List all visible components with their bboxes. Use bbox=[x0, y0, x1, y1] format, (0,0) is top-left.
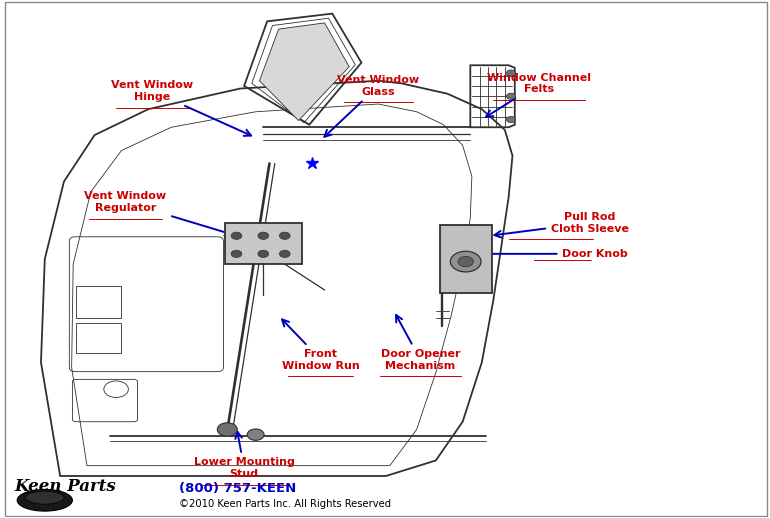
Text: Vent Window
Glass: Vent Window Glass bbox=[324, 75, 420, 137]
Circle shape bbox=[217, 423, 237, 436]
Circle shape bbox=[258, 232, 269, 239]
Text: Lower Mounting
Stud: Lower Mounting Stud bbox=[194, 432, 295, 479]
Text: Window Channel
Felts: Window Channel Felts bbox=[486, 73, 591, 117]
Text: Door Knob: Door Knob bbox=[481, 249, 628, 259]
Text: Vent Window
Regulator: Vent Window Regulator bbox=[84, 191, 232, 236]
Text: ©2010 Keen Parts Inc. All Rights Reserved: ©2010 Keen Parts Inc. All Rights Reserve… bbox=[179, 499, 391, 509]
Circle shape bbox=[231, 250, 242, 257]
Circle shape bbox=[280, 232, 290, 239]
Text: Pull Rod
Cloth Sleeve: Pull Rod Cloth Sleeve bbox=[494, 212, 629, 238]
Circle shape bbox=[247, 429, 264, 440]
FancyBboxPatch shape bbox=[440, 225, 492, 293]
Circle shape bbox=[507, 93, 516, 99]
Text: Front
Window Run: Front Window Run bbox=[282, 320, 360, 370]
Text: Vent Window
Hinge: Vent Window Hinge bbox=[111, 80, 251, 136]
Ellipse shape bbox=[17, 490, 72, 511]
Text: (800) 757-KEEN: (800) 757-KEEN bbox=[179, 482, 296, 495]
Circle shape bbox=[507, 117, 516, 123]
Ellipse shape bbox=[25, 491, 64, 504]
Circle shape bbox=[450, 251, 481, 272]
Text: Keen Parts: Keen Parts bbox=[15, 478, 116, 495]
Circle shape bbox=[458, 256, 474, 267]
FancyBboxPatch shape bbox=[225, 223, 302, 264]
Circle shape bbox=[258, 250, 269, 257]
Circle shape bbox=[231, 232, 242, 239]
Circle shape bbox=[507, 70, 516, 76]
Text: Door Opener
Mechanism: Door Opener Mechanism bbox=[380, 315, 460, 370]
Polygon shape bbox=[259, 23, 349, 121]
Circle shape bbox=[280, 250, 290, 257]
